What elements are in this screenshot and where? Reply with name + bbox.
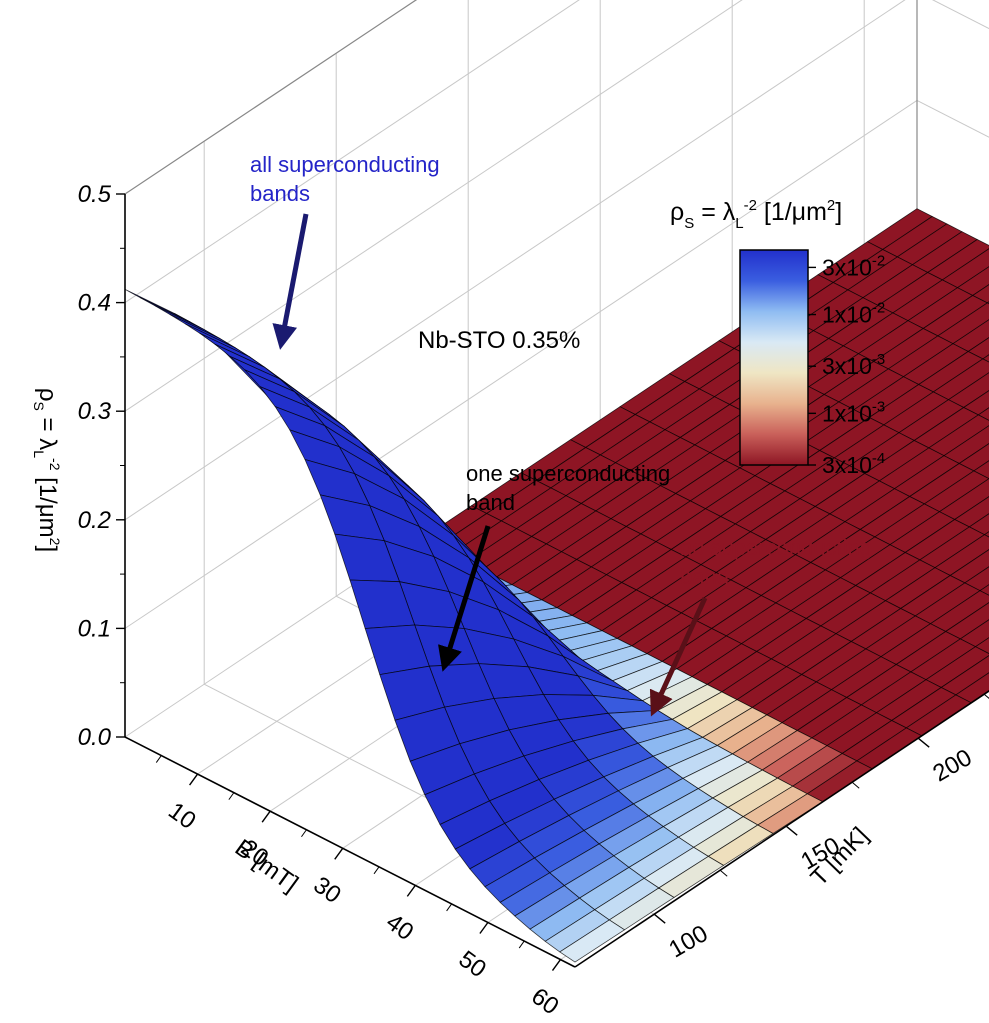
colorbar-label: ρS = λL-2 [1/μm2] [670, 197, 842, 232]
z-tick-label: 0.1 [78, 615, 111, 642]
b-tick [551, 959, 562, 971]
wall-edge [124, 0, 418, 195]
z-tick-label: 0.3 [78, 398, 112, 425]
t-tick [653, 913, 666, 924]
annotation-all-line1: all superconducting [250, 152, 440, 177]
b-tick [261, 810, 271, 823]
annotation-all-line2: bands [250, 181, 310, 206]
annotation-one-arrow [438, 525, 491, 672]
b-minor-tick [518, 940, 525, 949]
surface-patch [979, 584, 989, 596]
b-tick-label: 30 [308, 871, 345, 909]
z-tick-label: 0.2 [78, 507, 111, 534]
z-axis-label: ρS = λL-2 [1/μm2] [31, 388, 63, 552]
t-tick [917, 737, 930, 748]
colorbar-tick-label: 3x10-2 [822, 252, 885, 280]
annotation-no-line2: band [680, 564, 729, 589]
t-tick-label: 200 [928, 744, 976, 787]
surface-patch [199, 332, 265, 368]
surface-patch [984, 531, 989, 538]
annotation-all-bands: all superconducting bands [250, 152, 440, 350]
b-minor-tick [228, 792, 235, 800]
colorbar-tick-label: 3x10-4 [822, 450, 885, 478]
annotation-one-band: one superconducting band [438, 461, 670, 672]
surface-patch [559, 919, 625, 963]
z-tick-label: 0.5 [78, 181, 112, 208]
wall-grid-z2 [917, 0, 989, 113]
b-tick [189, 773, 199, 786]
z-tick-label: 0.0 [78, 724, 112, 751]
b-minor-tick [373, 866, 380, 875]
z-axis: 0.0 0.1 0.2 0.3 0.4 0.5 [78, 181, 125, 751]
surface-patch [982, 354, 989, 363]
b-minor-tick [301, 829, 307, 838]
t-tick [785, 825, 798, 836]
annotation-all-arrow [272, 213, 309, 350]
wall-grid-z2 [931, 0, 989, 30]
colorbar-tick-label: 1x10-2 [822, 300, 885, 328]
t-minor-tick [851, 781, 860, 789]
annotation-one-line2: band [466, 490, 515, 515]
b-tick [334, 847, 344, 860]
b-tick-label: 60 [526, 983, 563, 1021]
annotation-no-band: no superconducting band [649, 535, 872, 717]
colorbar-tick-label: 3x10-3 [822, 351, 885, 379]
annotation-one-line1: one superconducting [466, 461, 670, 486]
surface-plot [124, 208, 989, 963]
wall-grid-z [124, 0, 906, 521]
colorbar-gradient [739, 249, 809, 466]
annotation-no-arrow [649, 596, 708, 717]
annotation-no-line1: no superconducting [680, 535, 872, 560]
t-axis-line [574, 690, 989, 968]
b-minor-tick [155, 755, 162, 763]
t-minor-tick [983, 693, 989, 699]
colorbar-ticks: 3x10-2 1x10-2 3x10-3 1x10-3 3x10-4 [808, 252, 885, 478]
wall-grid-z2 [917, 0, 989, 5]
b-axis-label: B [mT] [230, 834, 303, 897]
b-tick-label: 10 [163, 797, 200, 835]
wall-grid-z [124, 0, 580, 304]
b-minor-tick [446, 903, 453, 912]
chart-title: Nb-STO 0.35% [418, 327, 580, 354]
b-axis-line [124, 736, 576, 968]
colorbar: ρS = λL-2 [1/μm2] 3x10-2 1x10-2 3x10-3 1x10… [670, 197, 885, 478]
z-tick-label: 0.4 [78, 290, 111, 317]
t-minor-tick [719, 869, 728, 877]
b-tick [479, 922, 489, 934]
wall-grid-z [124, 0, 417, 195]
t-tick-label: 100 [664, 920, 712, 963]
wall-grid-z [124, 0, 743, 412]
b-tick-label: 40 [381, 909, 418, 947]
colorbar-tick-label: 1x10-3 [822, 398, 885, 426]
b-tick [406, 884, 416, 897]
b-tick-label: 50 [454, 946, 491, 984]
wall-grid-z [124, 99, 918, 629]
